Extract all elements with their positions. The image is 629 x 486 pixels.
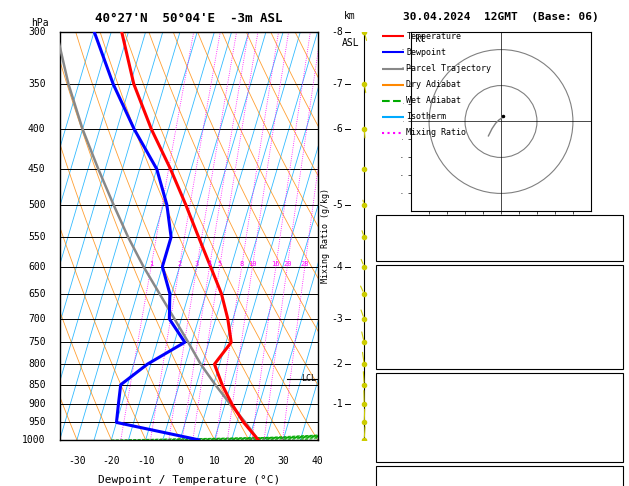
Text: 313: 313 xyxy=(486,405,504,415)
Text: 20: 20 xyxy=(283,260,291,267)
Text: 30.04.2024  12GMT  (Base: 06): 30.04.2024 12GMT (Base: 06) xyxy=(403,12,599,22)
Text: 1000: 1000 xyxy=(22,435,45,445)
Text: Mixing Ratio: Mixing Ratio xyxy=(406,128,466,137)
Text: CAPE (J): CAPE (J) xyxy=(379,434,426,444)
Text: 3: 3 xyxy=(195,260,199,267)
Text: CAPE (J): CAPE (J) xyxy=(379,341,426,351)
Text: 550: 550 xyxy=(28,232,45,242)
Text: km: km xyxy=(344,11,356,21)
Text: 900: 900 xyxy=(28,399,45,409)
Text: Totals Totals: Totals Totals xyxy=(379,233,455,243)
Text: kt: kt xyxy=(415,35,426,44)
Text: 450: 450 xyxy=(28,164,45,174)
Text: 0: 0 xyxy=(486,449,492,459)
Text: 950: 950 xyxy=(28,417,45,428)
Text: Dewpoint: Dewpoint xyxy=(406,48,447,57)
Text: 5: 5 xyxy=(218,260,222,267)
Text: Lifted Index: Lifted Index xyxy=(379,419,450,430)
Text: -8: -8 xyxy=(331,27,343,36)
Text: hPa: hPa xyxy=(31,17,49,28)
Text: 21: 21 xyxy=(486,233,498,243)
Text: -20: -20 xyxy=(103,456,120,466)
Text: 3: 3 xyxy=(486,484,492,486)
Text: 750: 750 xyxy=(486,390,504,400)
Text: 300: 300 xyxy=(28,27,45,36)
Text: 0: 0 xyxy=(486,355,492,365)
Text: 10: 10 xyxy=(209,456,220,466)
Text: © weatheronline.co.uk: © weatheronline.co.uk xyxy=(439,467,563,477)
Text: θₑ (K): θₑ (K) xyxy=(379,405,415,415)
Text: 650: 650 xyxy=(28,289,45,299)
Text: -4: -4 xyxy=(331,261,343,272)
Text: 30: 30 xyxy=(277,456,289,466)
Text: Pressure (mb): Pressure (mb) xyxy=(379,390,455,400)
Text: 4: 4 xyxy=(208,260,212,267)
Text: 20: 20 xyxy=(243,456,255,466)
Text: -10: -10 xyxy=(137,456,155,466)
Text: 40°27'N  50°04'E  -3m ASL: 40°27'N 50°04'E -3m ASL xyxy=(95,12,282,25)
Text: 750: 750 xyxy=(28,337,45,347)
Text: PW (cm): PW (cm) xyxy=(379,247,420,258)
Text: -14: -14 xyxy=(486,218,504,228)
Text: K: K xyxy=(379,218,385,228)
Text: 10: 10 xyxy=(248,260,257,267)
Text: Lifted Index: Lifted Index xyxy=(379,326,450,336)
Text: Dry Adiabat: Dry Adiabat xyxy=(406,80,461,89)
Text: 0: 0 xyxy=(486,434,492,444)
Text: -5: -5 xyxy=(331,200,343,210)
Text: CIN (J): CIN (J) xyxy=(379,355,420,365)
Text: 16: 16 xyxy=(272,260,280,267)
Text: 5.4: 5.4 xyxy=(486,297,504,307)
Text: Hodograph: Hodograph xyxy=(473,469,526,479)
Text: 40: 40 xyxy=(312,456,323,466)
Text: 0: 0 xyxy=(486,341,492,351)
Text: Temp (°C): Temp (°C) xyxy=(379,282,432,293)
Text: ASL: ASL xyxy=(342,38,359,48)
Text: CIN (J): CIN (J) xyxy=(379,449,420,459)
Text: 800: 800 xyxy=(28,359,45,369)
Text: 28: 28 xyxy=(301,260,309,267)
Text: θₑ(K): θₑ(K) xyxy=(379,312,409,322)
Text: Wet Adiabat: Wet Adiabat xyxy=(406,96,461,105)
Text: -6: -6 xyxy=(331,124,343,134)
Text: -2: -2 xyxy=(331,359,343,369)
Text: -7: -7 xyxy=(331,79,343,89)
Text: 400: 400 xyxy=(28,124,45,134)
Text: Parcel Trajectory: Parcel Trajectory xyxy=(406,64,491,73)
Text: Mixing Ratio (g/kg): Mixing Ratio (g/kg) xyxy=(321,188,330,283)
Text: 310: 310 xyxy=(486,312,504,322)
Text: LCL: LCL xyxy=(301,374,316,383)
Text: Temperature: Temperature xyxy=(406,32,461,41)
Text: 600: 600 xyxy=(28,261,45,272)
Text: 2: 2 xyxy=(177,260,182,267)
Text: 1: 1 xyxy=(149,260,153,267)
Text: Dewpoint / Temperature (°C): Dewpoint / Temperature (°C) xyxy=(97,474,280,485)
Text: Surface: Surface xyxy=(479,268,520,278)
Text: Isotherm: Isotherm xyxy=(406,112,447,121)
Text: 0: 0 xyxy=(177,456,183,466)
Text: EH: EH xyxy=(379,484,391,486)
Text: 850: 850 xyxy=(28,380,45,390)
Text: -30: -30 xyxy=(68,456,86,466)
Text: 8: 8 xyxy=(240,260,244,267)
Text: 350: 350 xyxy=(28,79,45,89)
Text: 0.57: 0.57 xyxy=(486,247,509,258)
Text: 500: 500 xyxy=(28,200,45,210)
Text: 10: 10 xyxy=(486,326,498,336)
Text: Most Unstable: Most Unstable xyxy=(461,376,538,386)
Text: 22.7: 22.7 xyxy=(486,282,509,293)
Text: -3: -3 xyxy=(331,314,343,324)
Text: 9: 9 xyxy=(486,419,492,430)
Text: 700: 700 xyxy=(28,314,45,324)
Text: Dewp (°C): Dewp (°C) xyxy=(379,297,432,307)
Text: -1: -1 xyxy=(331,399,343,409)
